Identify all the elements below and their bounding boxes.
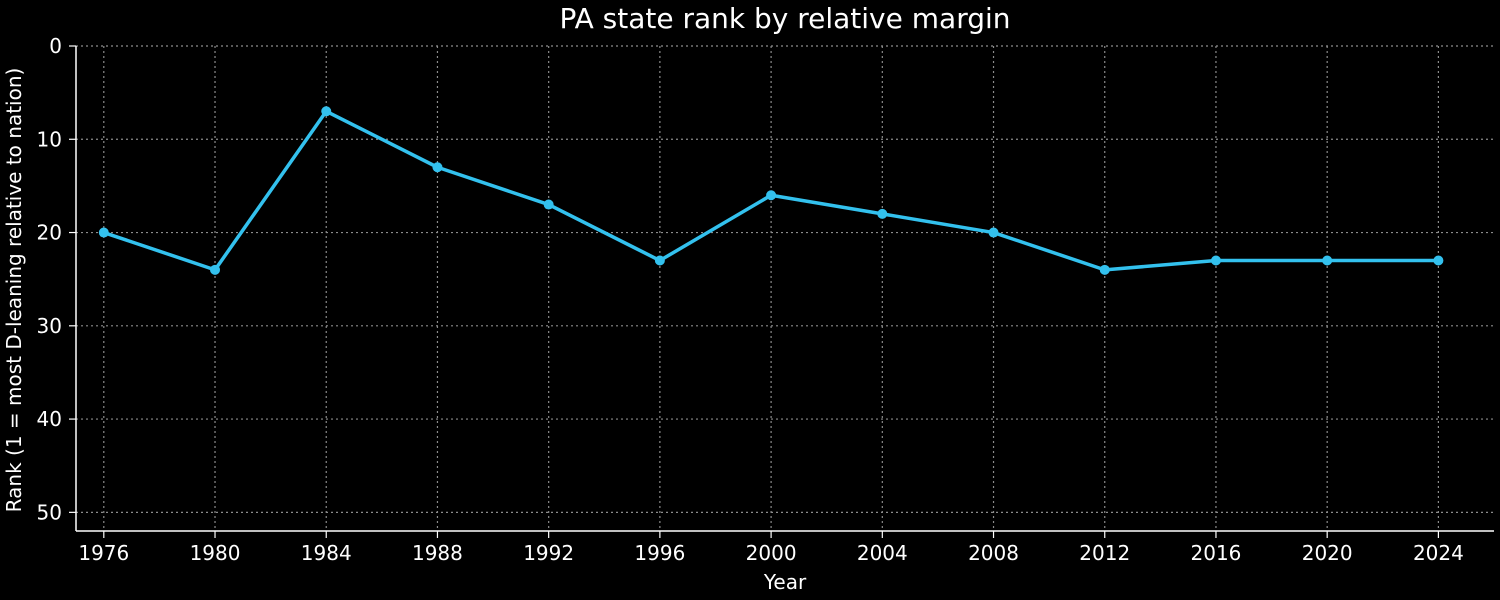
x-tick-label: 2004 <box>857 541 908 565</box>
data-point <box>1433 255 1444 266</box>
data-point <box>543 199 554 210</box>
x-tick-label: 2024 <box>1413 541 1464 565</box>
x-tick-label: 2016 <box>1191 541 1242 565</box>
y-axis-label: Rank (1 = most D-leaning relative to nat… <box>2 68 26 513</box>
x-tick-label: 1988 <box>412 541 463 565</box>
y-tick-label: 0 <box>49 34 62 58</box>
x-tick-label: 1984 <box>301 541 352 565</box>
x-tick-label: 1996 <box>634 541 685 565</box>
x-tick-label: 1976 <box>78 541 129 565</box>
data-point <box>877 208 888 219</box>
x-axis-label: Year <box>763 570 807 594</box>
chart-title: PA state rank by relative margin <box>559 2 1010 35</box>
data-point <box>321 106 332 117</box>
grid <box>76 45 1494 531</box>
data-point <box>1210 255 1221 266</box>
y-tick-label: 30 <box>37 314 62 338</box>
y-tick-label: 50 <box>37 500 62 524</box>
data-point <box>432 162 443 173</box>
x-tick-label: 1992 <box>523 541 574 565</box>
data-point <box>210 264 221 275</box>
ticks: 1976 1980 1984 1988 1992 1996 2000 2004 2008 2012… <box>37 34 1464 565</box>
x-tick-label: 2020 <box>1302 541 1353 565</box>
y-tick-label: 20 <box>37 221 62 245</box>
x-tick-label: 2012 <box>1079 541 1130 565</box>
y-tick-label: 40 <box>37 407 62 431</box>
data-point <box>1099 264 1110 275</box>
x-tick-label: 2000 <box>746 541 797 565</box>
data-point <box>988 227 999 238</box>
x-tick-label: 1980 <box>190 541 241 565</box>
data-point <box>654 255 665 266</box>
axes <box>75 46 1494 532</box>
series <box>98 106 1444 275</box>
data-point <box>1322 255 1333 266</box>
x-tick-label: 2008 <box>968 541 1019 565</box>
data-point <box>98 227 109 238</box>
data-point <box>766 190 777 201</box>
y-tick-label: 10 <box>37 127 62 151</box>
